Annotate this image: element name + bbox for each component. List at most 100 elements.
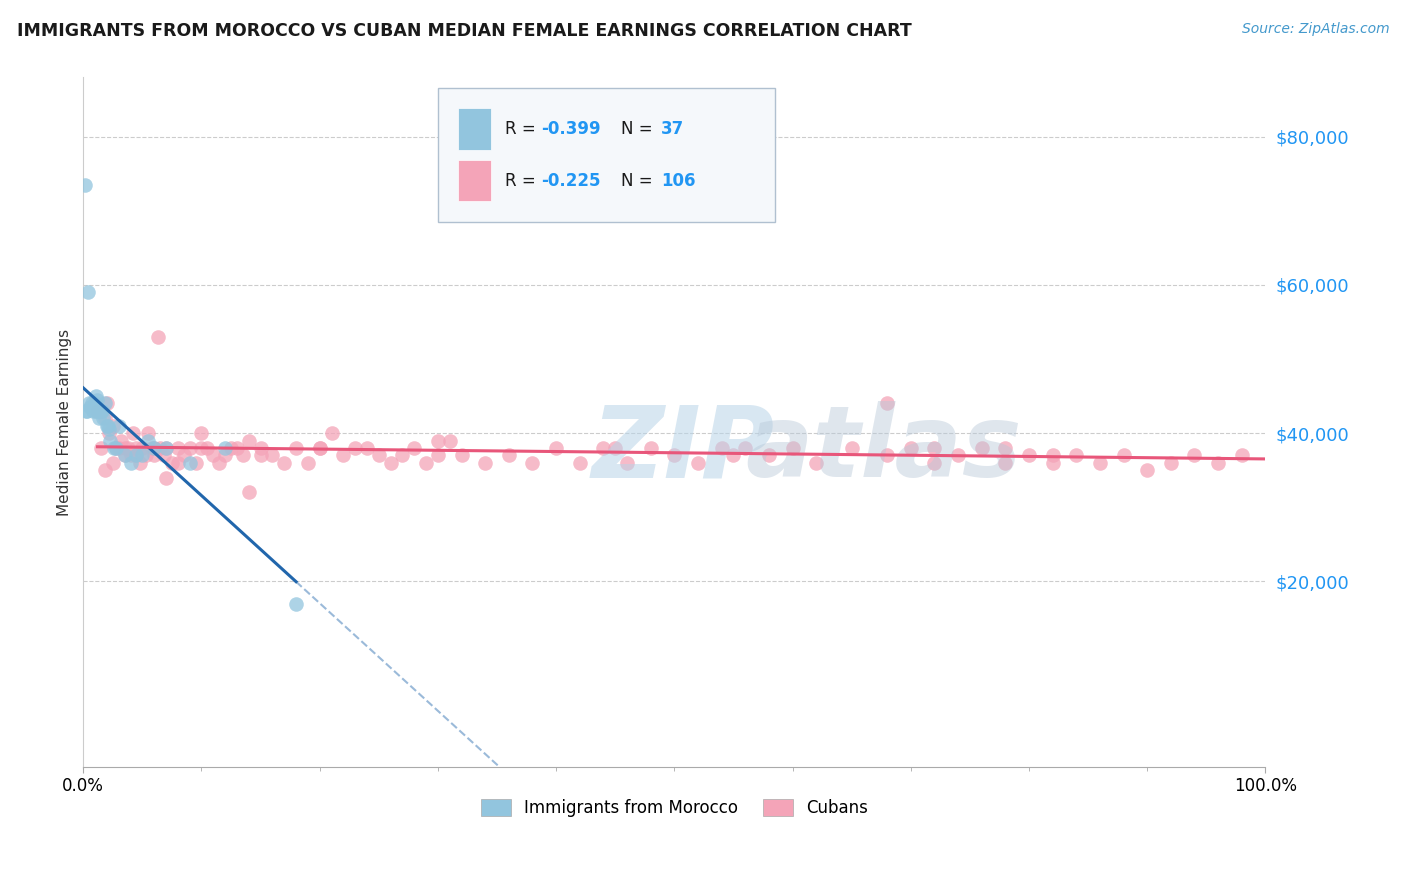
Point <box>152 448 174 462</box>
Point <box>131 441 153 455</box>
Point <box>93 463 115 477</box>
Point <box>166 456 188 470</box>
Point <box>1136 463 1159 477</box>
Y-axis label: Median Female Earnings: Median Female Earnings <box>58 328 72 516</box>
Point <box>80 396 103 410</box>
Point <box>79 400 101 414</box>
Point <box>117 441 139 455</box>
Point <box>107 441 129 455</box>
Text: Source: ZipAtlas.com: Source: ZipAtlas.com <box>1241 22 1389 37</box>
Point <box>262 448 284 462</box>
Point <box>135 448 157 462</box>
Text: atlas: atlas <box>745 401 1022 498</box>
Point <box>131 448 153 462</box>
Point <box>232 448 254 462</box>
Text: 37: 37 <box>661 120 685 138</box>
Point <box>214 448 236 462</box>
Point <box>77 285 100 300</box>
Point <box>415 456 437 470</box>
Point <box>285 441 308 455</box>
Point <box>197 441 219 455</box>
Point <box>98 422 121 436</box>
Point <box>173 448 195 462</box>
Point <box>90 404 112 418</box>
Point <box>107 418 129 433</box>
Point <box>450 448 472 462</box>
Point <box>84 404 107 418</box>
Point <box>592 441 614 455</box>
Point <box>125 448 148 462</box>
Point <box>970 441 993 455</box>
Text: -0.225: -0.225 <box>541 172 600 190</box>
Point <box>710 441 733 455</box>
Point <box>125 441 148 455</box>
Point <box>101 418 124 433</box>
Point <box>100 434 122 448</box>
Point <box>522 456 544 470</box>
Point <box>219 441 242 455</box>
Point <box>474 456 496 470</box>
Point <box>97 418 120 433</box>
Point <box>89 404 111 418</box>
Point <box>285 597 308 611</box>
Point <box>426 448 449 462</box>
Point <box>841 441 863 455</box>
Point <box>321 426 343 441</box>
Point <box>129 456 152 470</box>
Point <box>498 448 520 462</box>
Point <box>439 434 461 448</box>
Point <box>143 448 166 462</box>
Point <box>332 448 354 462</box>
Point <box>120 456 142 470</box>
Point <box>82 404 104 418</box>
Point <box>110 434 132 448</box>
Point <box>924 441 946 455</box>
Point <box>249 441 271 455</box>
Point <box>179 456 201 470</box>
Point <box>141 441 163 455</box>
Point <box>96 396 118 410</box>
Point <box>723 448 745 462</box>
Bar <box>458 161 491 202</box>
Point <box>546 441 568 455</box>
Point <box>208 456 231 470</box>
Point <box>297 456 319 470</box>
Point <box>75 178 97 192</box>
Point <box>782 441 804 455</box>
Text: 106: 106 <box>661 172 696 190</box>
Point <box>120 448 142 462</box>
Point <box>924 456 946 470</box>
Point <box>946 448 969 462</box>
Text: R =: R = <box>505 172 541 190</box>
Text: ZIP: ZIP <box>592 401 775 498</box>
Point <box>96 418 118 433</box>
Point <box>994 441 1017 455</box>
Point <box>84 389 107 403</box>
Point <box>876 396 898 410</box>
Point <box>214 441 236 455</box>
Point <box>86 392 108 407</box>
Point <box>1042 456 1064 470</box>
Point <box>1184 448 1206 462</box>
Point <box>91 404 114 418</box>
Point <box>273 456 295 470</box>
Point <box>664 448 686 462</box>
Point <box>179 441 201 455</box>
Point <box>900 441 922 455</box>
Point <box>86 404 108 418</box>
Point <box>640 441 662 455</box>
Point <box>1206 456 1229 470</box>
Point <box>1064 448 1087 462</box>
Point <box>249 448 271 462</box>
Point <box>136 426 159 441</box>
Point <box>93 411 115 425</box>
Point <box>426 434 449 448</box>
Point <box>356 441 378 455</box>
Point <box>86 404 108 418</box>
Point <box>876 448 898 462</box>
Point <box>190 441 212 455</box>
Point <box>404 441 426 455</box>
Point <box>114 441 136 455</box>
Point <box>155 441 177 455</box>
Point <box>238 485 260 500</box>
